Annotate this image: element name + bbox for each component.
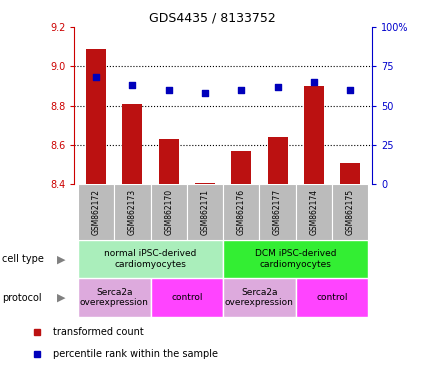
Bar bbox=[231, 151, 251, 184]
Text: percentile rank within the sample: percentile rank within the sample bbox=[53, 349, 218, 359]
Text: protocol: protocol bbox=[2, 293, 42, 303]
Text: ▶: ▶ bbox=[57, 293, 66, 303]
Bar bbox=[223, 184, 259, 240]
Bar bbox=[195, 183, 215, 184]
Bar bbox=[223, 278, 296, 317]
Bar bbox=[78, 184, 114, 240]
Bar bbox=[150, 184, 187, 240]
Text: ▶: ▶ bbox=[57, 254, 66, 264]
Text: GDS4435 / 8133752: GDS4435 / 8133752 bbox=[149, 12, 276, 25]
Text: DCM iPSC-derived
cardiomyocytes: DCM iPSC-derived cardiomyocytes bbox=[255, 250, 337, 269]
Bar bbox=[268, 137, 288, 184]
Bar bbox=[86, 48, 106, 184]
Bar bbox=[114, 184, 150, 240]
Text: GSM862170: GSM862170 bbox=[164, 189, 173, 235]
Point bbox=[165, 87, 172, 93]
Point bbox=[310, 79, 317, 85]
Bar bbox=[159, 139, 178, 184]
Point bbox=[129, 82, 136, 88]
Text: GSM862172: GSM862172 bbox=[92, 189, 101, 235]
Bar bbox=[296, 184, 332, 240]
Point bbox=[93, 74, 99, 80]
Text: Serca2a
overexpression: Serca2a overexpression bbox=[225, 288, 294, 307]
Text: control: control bbox=[171, 293, 203, 302]
Bar bbox=[259, 184, 296, 240]
Bar bbox=[223, 240, 368, 278]
Text: control: control bbox=[316, 293, 348, 302]
Point bbox=[347, 87, 354, 93]
Bar bbox=[340, 163, 360, 184]
Text: GSM862174: GSM862174 bbox=[309, 189, 318, 235]
Text: GSM862175: GSM862175 bbox=[346, 189, 354, 235]
Bar bbox=[122, 104, 142, 184]
Text: GSM862177: GSM862177 bbox=[273, 189, 282, 235]
Bar bbox=[332, 184, 368, 240]
Text: transformed count: transformed count bbox=[53, 328, 143, 338]
Text: GSM862173: GSM862173 bbox=[128, 189, 137, 235]
Bar bbox=[78, 240, 223, 278]
Bar bbox=[304, 86, 324, 184]
Bar bbox=[78, 278, 150, 317]
Bar bbox=[187, 184, 223, 240]
Point bbox=[238, 87, 245, 93]
Bar bbox=[296, 278, 368, 317]
Text: GSM862171: GSM862171 bbox=[201, 189, 210, 235]
Text: cell type: cell type bbox=[2, 254, 44, 264]
Point bbox=[201, 90, 208, 96]
Point bbox=[274, 84, 281, 90]
Text: normal iPSC-derived
cardiomyocytes: normal iPSC-derived cardiomyocytes bbox=[105, 250, 197, 269]
Text: Serca2a
overexpression: Serca2a overexpression bbox=[80, 288, 149, 307]
Text: GSM862176: GSM862176 bbox=[237, 189, 246, 235]
Bar bbox=[150, 278, 223, 317]
